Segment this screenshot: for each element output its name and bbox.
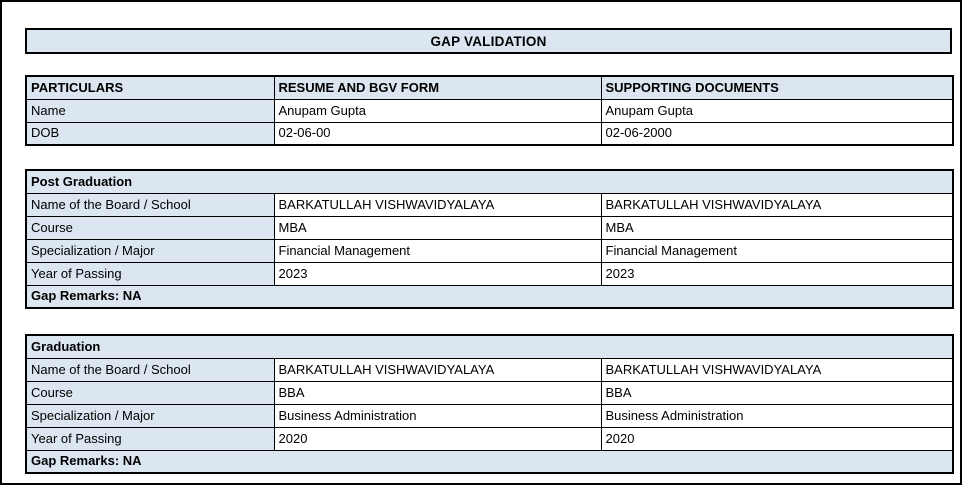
board-school-resume-value: BARKATULLAH VISHWAVIDYALAYA bbox=[273, 192, 602, 217]
dob-supporting-value: 02-06-2000 bbox=[600, 121, 954, 146]
row-label-name: Name bbox=[25, 98, 275, 123]
table-row-board-school: Name of the Board / School BARKATULLAH V… bbox=[25, 192, 954, 217]
column-header-particulars: PARTICULARS bbox=[25, 75, 275, 100]
table-row-name: Name Anupam Gupta Anupam Gupta bbox=[25, 98, 954, 123]
board-school-resume-value: BARKATULLAH VISHWAVIDYALAYA bbox=[273, 357, 602, 382]
table-row-year-of-passing: Year of Passing 2023 2023 bbox=[25, 261, 954, 286]
particulars-header-row: PARTICULARS RESUME AND BGV FORM SUPPORTI… bbox=[25, 75, 954, 100]
course-resume-value: MBA bbox=[273, 215, 602, 240]
row-label-year-of-passing: Year of Passing bbox=[25, 426, 275, 451]
name-supporting-value: Anupam Gupta bbox=[600, 98, 954, 123]
course-supporting-value: BBA bbox=[600, 380, 954, 405]
post-graduation-table: Post Graduation Name of the Board / Scho… bbox=[25, 169, 955, 309]
graduation-table: Graduation Name of the Board / School BA… bbox=[25, 334, 955, 474]
section-title-row: Graduation bbox=[25, 334, 954, 359]
row-label-course: Course bbox=[25, 380, 275, 405]
dob-resume-value: 02-06-00 bbox=[273, 121, 602, 146]
gap-remarks-post-graduation: Gap Remarks: NA bbox=[25, 284, 954, 309]
table-row-course: Course MBA MBA bbox=[25, 215, 954, 240]
gap-remarks-row: Gap Remarks: NA bbox=[25, 284, 954, 309]
row-label-specialization: Specialization / Major bbox=[25, 403, 275, 428]
page-title-text: GAP VALIDATION bbox=[430, 33, 547, 49]
table-row-specialization: Specialization / Major Financial Managem… bbox=[25, 238, 954, 263]
particulars-table: PARTICULARS RESUME AND BGV FORM SUPPORTI… bbox=[25, 75, 954, 146]
gap-remarks-graduation: Gap Remarks: NA bbox=[25, 449, 954, 474]
year-supporting-value: 2023 bbox=[600, 261, 954, 286]
course-supporting-value: MBA bbox=[600, 215, 954, 240]
year-supporting-value: 2020 bbox=[600, 426, 954, 451]
table-row-course: Course BBA BBA bbox=[25, 380, 954, 405]
section-title-row: Post Graduation bbox=[25, 169, 954, 194]
year-resume-value: 2020 bbox=[273, 426, 602, 451]
row-label-course: Course bbox=[25, 215, 275, 240]
specialization-supporting-value: Business Administration bbox=[600, 403, 954, 428]
document-content: GAP VALIDATION PARTICULARS RESUME AND BG… bbox=[25, 28, 955, 474]
row-label-board-school: Name of the Board / School bbox=[25, 192, 275, 217]
column-header-resume-bgv: RESUME AND BGV FORM bbox=[273, 75, 602, 100]
board-school-supporting-value: BARKATULLAH VISHWAVIDYALAYA bbox=[600, 357, 954, 382]
specialization-supporting-value: Financial Management bbox=[600, 238, 954, 263]
section-title-post-graduation: Post Graduation bbox=[25, 169, 954, 194]
table-row-dob: DOB 02-06-00 02-06-2000 bbox=[25, 121, 954, 146]
gap-remarks-row: Gap Remarks: NA bbox=[25, 449, 954, 474]
table-row-year-of-passing: Year of Passing 2020 2020 bbox=[25, 426, 954, 451]
section-title-graduation: Graduation bbox=[25, 334, 954, 359]
name-resume-value: Anupam Gupta bbox=[273, 98, 602, 123]
row-label-dob: DOB bbox=[25, 121, 275, 146]
row-label-year-of-passing: Year of Passing bbox=[25, 261, 275, 286]
table-row-specialization: Specialization / Major Business Administ… bbox=[25, 403, 954, 428]
column-header-supporting-docs: SUPPORTING DOCUMENTS bbox=[600, 75, 954, 100]
board-school-supporting-value: BARKATULLAH VISHWAVIDYALAYA bbox=[600, 192, 954, 217]
specialization-resume-value: Business Administration bbox=[273, 403, 602, 428]
page-title: GAP VALIDATION bbox=[25, 28, 952, 54]
row-label-specialization: Specialization / Major bbox=[25, 238, 275, 263]
row-label-board-school: Name of the Board / School bbox=[25, 357, 275, 382]
year-resume-value: 2023 bbox=[273, 261, 602, 286]
specialization-resume-value: Financial Management bbox=[273, 238, 602, 263]
table-row-board-school: Name of the Board / School BARKATULLAH V… bbox=[25, 357, 954, 382]
course-resume-value: BBA bbox=[273, 380, 602, 405]
